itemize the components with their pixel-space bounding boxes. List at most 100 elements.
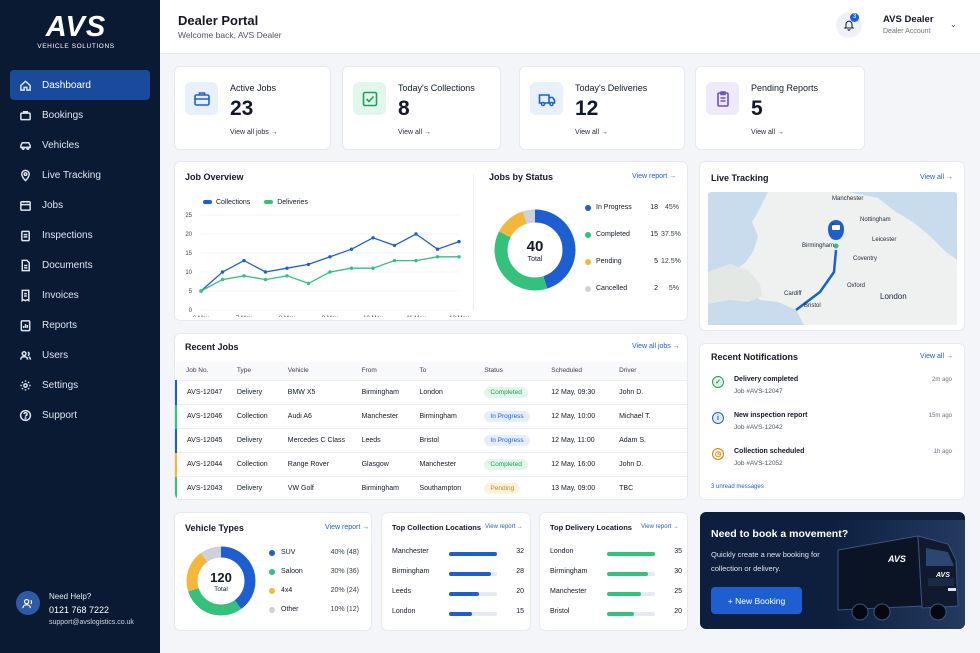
location-value: 35	[674, 548, 682, 555]
cell-text: Delivery	[236, 388, 263, 396]
kpi-view-link[interactable]: View all jobs →	[230, 129, 278, 136]
location-bar-fill	[449, 592, 479, 596]
table-cell-to: Manchester	[419, 452, 485, 477]
cell-text[interactable]: AVS-12046	[187, 412, 223, 420]
cell-text: Audi A6	[287, 412, 312, 420]
clipboard-icon	[19, 229, 32, 242]
column-header[interactable]: Job No.	[176, 362, 237, 381]
sidebar-item-jobs[interactable]: Jobs	[10, 190, 150, 220]
sidebar-item-bookings[interactable]: Bookings	[10, 100, 150, 130]
status-legend-percent: 5%	[668, 285, 679, 292]
data-point-deliveries	[328, 270, 332, 274]
kpi-card-today-s-collections[interactable]: Today's Collections 8 View all →	[342, 66, 501, 150]
column-header[interactable]: Vehicle	[287, 362, 362, 381]
cell-text[interactable]: AVS-12045	[187, 436, 223, 444]
sidebar-item-live-tracking[interactable]: Live Tracking	[10, 160, 150, 190]
location-name: Manchester	[550, 588, 587, 595]
location-bar-fill	[607, 592, 642, 596]
page-title: Dealer Portal	[178, 13, 259, 28]
column-header[interactable]: Driver	[619, 362, 687, 381]
cell-text: Southampton	[419, 484, 462, 492]
y-tick-label: 20	[185, 232, 192, 238]
table-cell-job: AVS-12045	[175, 428, 237, 453]
help-email[interactable]: support@avslogistics.co.uk	[49, 619, 134, 626]
tracking-map[interactable]: Manchester Nottingham Birmingham Leicest…	[708, 192, 957, 325]
sidebar-item-vehicles[interactable]: Vehicles	[10, 130, 150, 160]
kpi-view-link[interactable]: View all →	[398, 129, 431, 136]
live-tracking-card: Live Tracking View all → Manchester Nott…	[699, 161, 965, 331]
top-deliveries-view-report[interactable]: View report →	[641, 524, 679, 530]
unread-messages-link[interactable]: 3 unread messages	[711, 484, 764, 490]
vehicle-types-view-report[interactable]: View report →	[325, 524, 370, 531]
sidebar-item-settings[interactable]: Settings	[10, 370, 150, 400]
column-header[interactable]: Scheduled	[551, 362, 620, 381]
view-report-link[interactable]: View report →	[632, 173, 677, 180]
cell-text: Birmingham	[419, 412, 457, 420]
sidebar-item-reports[interactable]: Reports	[10, 310, 150, 340]
table-row[interactable]: AVS-12044 Collection Range Rover Glasgow Man…	[175, 452, 687, 477]
map-label-bristol: Bristol	[804, 303, 821, 309]
donut-slice-cancelled	[494, 209, 576, 291]
sidebar-item-inspections[interactable]: Inspections	[10, 220, 150, 250]
table-cell-vehicle: VW Golf	[287, 476, 362, 499]
cell-text[interactable]: AVS-12043	[187, 484, 223, 492]
notifications-view-all[interactable]: View all →	[920, 353, 953, 360]
sidebar-item-invoices[interactable]: Invoices	[10, 280, 150, 310]
table-row[interactable]: AVS-12047 Delivery BMW X5 Birmingham London C…	[175, 380, 687, 405]
jobs-status-donut	[494, 209, 576, 291]
notification-title[interactable]: New inspection report	[734, 412, 808, 419]
location-bar-track	[607, 552, 655, 556]
column-header[interactable]: Type	[236, 362, 288, 381]
cell-text[interactable]: AVS-12044	[187, 460, 223, 468]
table-cell-type: Collection	[236, 404, 288, 429]
kpi-card-active-jobs[interactable]: Active Jobs 23 View all jobs →	[174, 66, 331, 150]
briefcase-icon	[19, 109, 32, 122]
home-icon	[19, 79, 32, 92]
table-row[interactable]: AVS-12043 Delivery VW Golf Birmingham Southa…	[175, 476, 687, 499]
cell-text[interactable]: AVS-12047	[187, 388, 223, 396]
recent-jobs-title: Recent Jobs	[185, 342, 239, 352]
column-header[interactable]: To	[419, 362, 485, 381]
info-icon: i	[712, 412, 724, 424]
column-header[interactable]: From	[361, 362, 420, 381]
table-cell-scheduled: 12 May, 10:00	[551, 404, 620, 429]
table-row[interactable]: AVS-12046 Collection Audi A6 Manchester Birm…	[175, 404, 687, 429]
table-cell-scheduled: 12 May, 16:00	[551, 452, 620, 477]
kpi-card-today-s-deliveries[interactable]: Today's Deliveries 12 View all →	[519, 66, 685, 150]
new-booking-button[interactable]: + New Booking	[711, 587, 802, 614]
sidebar-item-support[interactable]: Support	[10, 400, 150, 430]
live-tracking-view-all[interactable]: View all →	[920, 174, 953, 181]
kpi-card-pending-reports[interactable]: Pending Reports 5 View all →	[695, 66, 865, 150]
table-row[interactable]: AVS-12045 Delivery Mercedes C Class Leeds Br…	[175, 428, 687, 453]
view-all-jobs-link[interactable]: View all jobs →	[632, 343, 680, 350]
map-pin-icon	[19, 169, 32, 182]
sidebar-item-users[interactable]: Users	[10, 340, 150, 370]
location-row: Birmingham 28	[392, 568, 524, 580]
bell-icon	[843, 20, 855, 31]
table-cell-job: AVS-12047	[175, 380, 237, 405]
column-header[interactable]: Status	[484, 362, 552, 381]
location-value: 32	[516, 548, 524, 555]
kpi-value: 8	[398, 97, 410, 120]
sidebar-item-label: Invoices	[42, 289, 79, 301]
help-phone[interactable]: 0121 768 7222	[49, 605, 110, 615]
support-avatar	[16, 591, 40, 615]
kpi-view-link[interactable]: View all →	[575, 129, 608, 136]
cell-text: Manchester	[419, 460, 457, 468]
chevron-down-icon[interactable]: ⌄	[950, 20, 957, 29]
sidebar-item-documents[interactable]: Documents	[10, 250, 150, 280]
notification-title[interactable]: Delivery completed	[734, 376, 799, 383]
donut-slice-saloon	[186, 546, 256, 616]
table-cell-job: AVS-12043	[175, 476, 237, 499]
user-name[interactable]: AVS Dealer	[883, 14, 934, 25]
sidebar-item-label: Documents	[42, 259, 93, 271]
sidebar-item-dashboard[interactable]: Dashboard	[10, 70, 150, 100]
notification-title[interactable]: Collection scheduled	[734, 448, 805, 455]
status-legend-count: 5	[654, 258, 658, 265]
map-label-birmingham: Birmingham	[802, 243, 834, 249]
location-value: 28	[516, 568, 524, 575]
logo[interactable]: AVS VEHICLE SOLUTIONS	[26, 12, 126, 56]
kpi-view-link[interactable]: View all →	[751, 129, 784, 136]
top-collections-view-report[interactable]: View report →	[485, 524, 523, 530]
live-tracking-title: Live Tracking	[711, 173, 769, 183]
